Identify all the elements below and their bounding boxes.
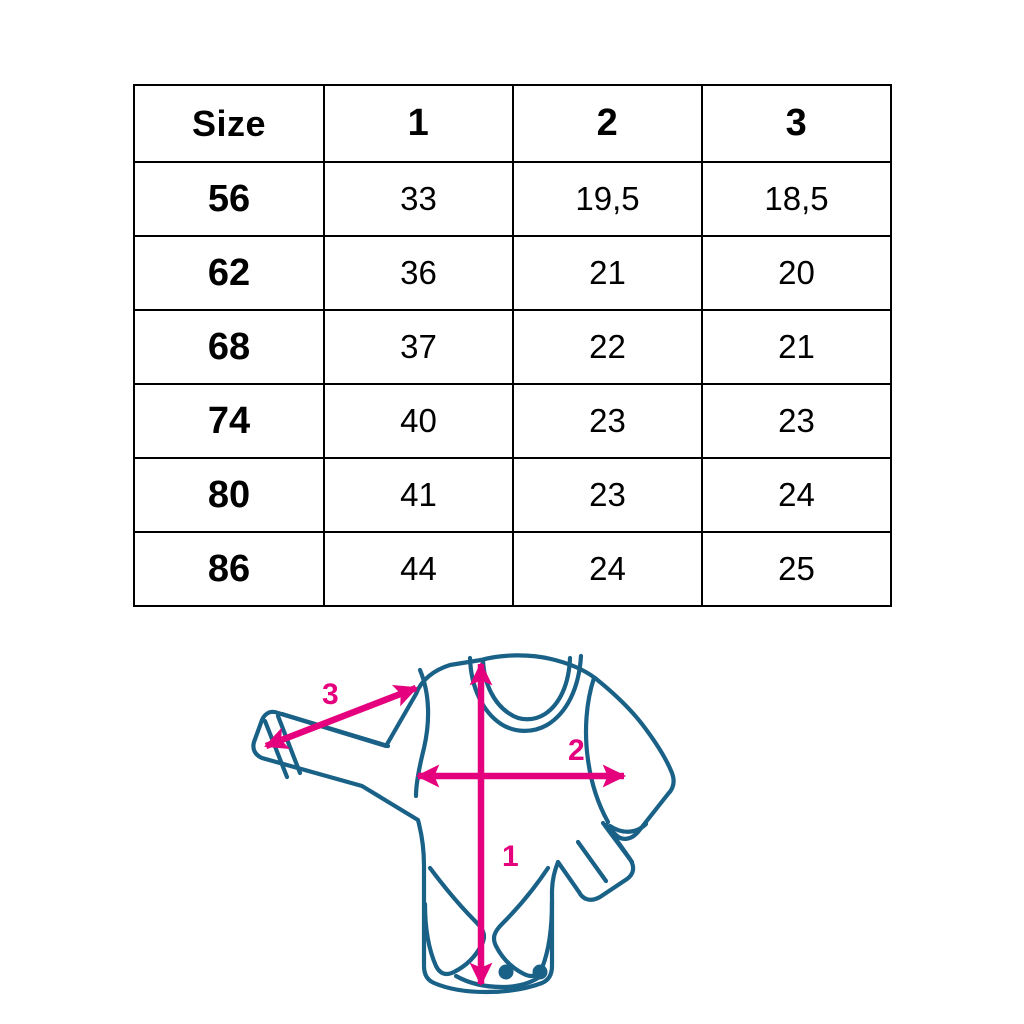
table-row: 62 36 21 20	[133, 235, 892, 311]
cell-measure-2: 23	[512, 383, 703, 459]
snap-button-dot	[532, 964, 548, 980]
bodysuit-outline-icon	[251, 653, 676, 995]
cell-size: 80	[133, 457, 325, 533]
table-row: 68 37 22 21	[133, 309, 892, 385]
dimension-label-2: 2	[568, 734, 585, 767]
cell-measure-2: 21	[512, 235, 703, 311]
table-row: 80 41 23 24	[133, 457, 892, 533]
table-header-row: Size 1 2 3	[133, 84, 892, 163]
dimension-label-3: 3	[322, 678, 339, 711]
size-chart-table-container: Size 1 2 3 56 33 19,5 18,5 62 36 21 20 6…	[133, 84, 892, 607]
cell-measure-2: 24	[512, 531, 703, 607]
column-header-1: 1	[323, 84, 514, 163]
dimension-label-1: 1	[502, 840, 519, 873]
cell-size: 68	[133, 309, 325, 385]
table-row: 74 40 23 23	[133, 383, 892, 459]
cell-measure-3: 20	[701, 235, 892, 311]
column-header-3: 3	[701, 84, 892, 163]
cell-size: 62	[133, 235, 325, 311]
table-body: 56 33 19,5 18,5 62 36 21 20 68 37 22 21 …	[133, 161, 892, 607]
cell-measure-1: 40	[323, 383, 514, 459]
cell-size: 56	[133, 161, 325, 237]
snap-button-dot	[498, 964, 514, 980]
cell-measure-1: 44	[323, 531, 514, 607]
cell-measure-3: 18,5	[701, 161, 892, 237]
dimension-arrow-length: 1	[469, 661, 519, 987]
cell-measure-3: 25	[701, 531, 892, 607]
cell-measure-1: 41	[323, 457, 514, 533]
cell-measure-2: 22	[512, 309, 703, 385]
dimension-arrow-chest-width: 2	[415, 734, 627, 788]
snap-buttons-icon	[498, 964, 548, 980]
cell-measure-1: 33	[323, 161, 514, 237]
size-chart-table: Size 1 2 3 56 33 19,5 18,5 62 36 21 20 6…	[133, 84, 892, 607]
cell-measure-3: 24	[701, 457, 892, 533]
cell-measure-2: 19,5	[512, 161, 703, 237]
column-header-size: Size	[133, 84, 325, 163]
garment-measurement-diagram: 1 2 3	[238, 636, 708, 1024]
cell-measure-3: 23	[701, 383, 892, 459]
cell-measure-1: 37	[323, 309, 514, 385]
table-row: 56 33 19,5 18,5	[133, 161, 892, 237]
dimension-arrow-sleeve-length: 3	[264, 678, 418, 750]
table-header: Size 1 2 3	[133, 84, 892, 163]
column-header-2: 2	[512, 84, 703, 163]
cell-measure-2: 23	[512, 457, 703, 533]
cell-size: 74	[133, 383, 325, 459]
cell-measure-3: 21	[701, 309, 892, 385]
cell-measure-1: 36	[323, 235, 514, 311]
table-row: 86 44 24 25	[133, 531, 892, 607]
cell-size: 86	[133, 531, 325, 607]
